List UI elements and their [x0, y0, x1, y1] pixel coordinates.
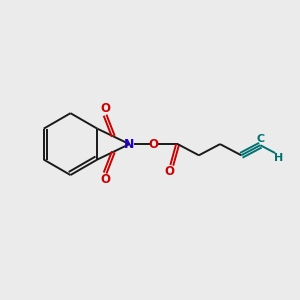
Text: N: N [124, 138, 135, 151]
Text: O: O [100, 173, 110, 186]
Text: O: O [164, 165, 174, 178]
Text: H: H [274, 153, 283, 164]
Text: C: C [257, 134, 265, 144]
Text: O: O [100, 102, 110, 115]
Text: O: O [148, 138, 158, 151]
